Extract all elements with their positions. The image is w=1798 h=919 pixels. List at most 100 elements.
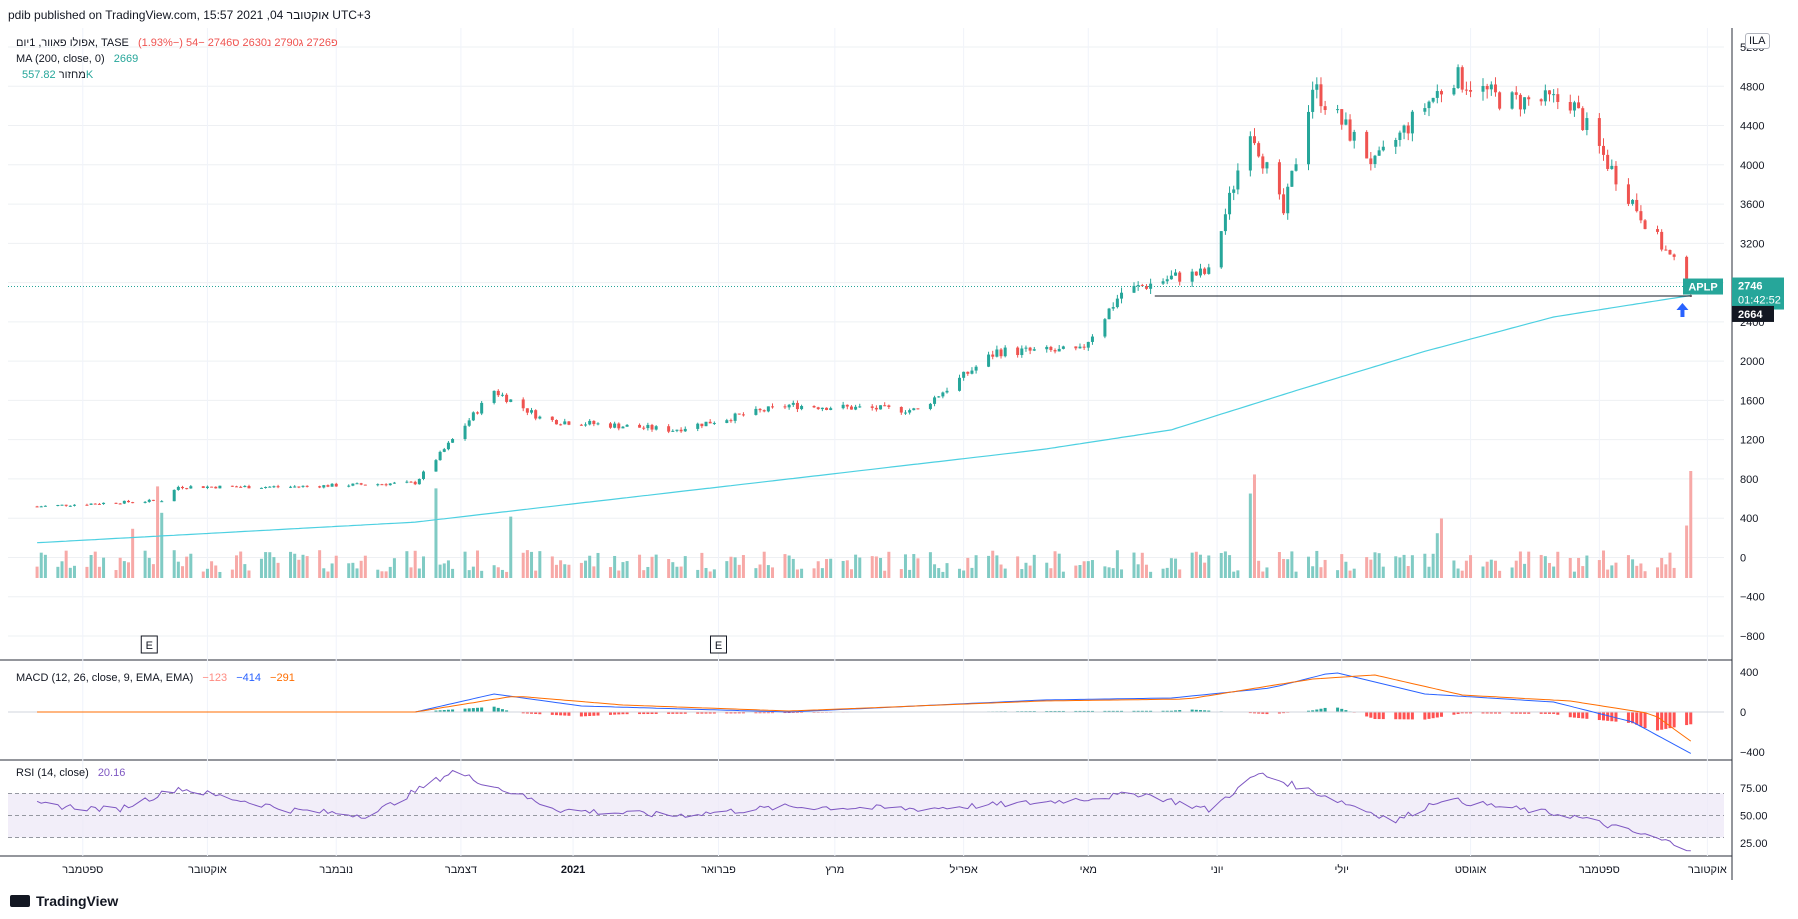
main-legend: אפולו פאוור, 1יום, TASE פ2726 ג2790 נ263… (16, 37, 338, 49)
macd-histogram-bar (1174, 710, 1178, 712)
volume-bar (1090, 560, 1094, 578)
candle-body (1352, 131, 1356, 141)
candle-body (1406, 125, 1410, 134)
candle-body (1577, 102, 1581, 109)
macd-histogram-bar (521, 712, 525, 714)
rsi-tick-label: 50.00 (1740, 811, 1768, 823)
macd-histogram-bar (725, 712, 729, 714)
candle-body (1336, 109, 1340, 111)
volume-bar (1115, 550, 1119, 578)
macd-histogram-bar (754, 712, 758, 714)
candle-body (35, 506, 39, 508)
volume-bar (1510, 567, 1514, 578)
candle-body (1581, 108, 1585, 130)
macd-histogram-bar (741, 712, 745, 714)
macd-histogram-bar (1572, 712, 1576, 718)
macd-histogram-bar (1323, 707, 1327, 712)
candle-body (1061, 346, 1065, 349)
candle-body (1539, 99, 1543, 102)
volume-bar (1577, 557, 1581, 578)
price-tick-label: 4400 (1740, 121, 1764, 133)
volume-bar (608, 567, 612, 578)
candle-body (60, 504, 64, 506)
candle-body (671, 430, 675, 432)
candle-body (289, 486, 293, 488)
volume-bar (247, 570, 251, 578)
candle-body (1248, 136, 1252, 171)
volume-bar (995, 555, 999, 578)
macd-histogram-bar (1423, 712, 1427, 720)
volume-bar (297, 559, 301, 578)
candle-body (825, 407, 829, 410)
candle-body (1194, 271, 1198, 276)
volume-bar (201, 571, 205, 578)
rsi-tick-label: 25.00 (1740, 838, 1768, 850)
candle-body (567, 421, 571, 425)
volume-bar (883, 570, 887, 578)
volume-bar (712, 569, 716, 578)
candle-body (1028, 347, 1032, 351)
volume-bar (991, 550, 995, 578)
macd-histogram-bar (642, 712, 646, 715)
candle-body (758, 408, 762, 411)
candle-body (1410, 111, 1414, 134)
candle-body (550, 416, 554, 421)
volume-bar (766, 565, 770, 578)
volume-bar (172, 550, 176, 578)
macd-histogram-bar (1660, 712, 1664, 730)
currency-badge[interactable]: ILA (1745, 33, 1770, 49)
candle-body (1132, 285, 1136, 293)
macd-histogram-bar (1431, 712, 1435, 719)
volume-bar (151, 564, 155, 578)
macd-legend: MACD (12, 26, close, 9, EMA, EMA) −123 −… (16, 672, 295, 684)
candle-body (39, 506, 43, 508)
macd-histogram-bar (758, 712, 762, 714)
macd-histogram-bar (505, 710, 509, 712)
macd-histogram-bar (762, 712, 766, 714)
volume-bar (966, 557, 970, 578)
volume-bar (293, 553, 297, 578)
candle-body (654, 426, 658, 430)
volume-value: 557.82K (22, 69, 94, 81)
volume-bar (1319, 567, 1323, 578)
volume-bar (1352, 568, 1356, 578)
candle-body (93, 503, 97, 505)
footer-brand[interactable]: TradingView (10, 893, 118, 909)
macd-histogram-bar (1257, 712, 1261, 714)
volume-bar (650, 556, 654, 578)
candle-body (509, 399, 513, 402)
time-axis-label: אוגוסט (1455, 864, 1487, 876)
candle-body (870, 406, 874, 408)
candle-body (741, 414, 745, 416)
earnings-marker (709, 635, 727, 654)
volume-bar (1568, 557, 1572, 578)
price-tick-label: 2000 (1740, 356, 1764, 368)
volume-bar (1340, 554, 1344, 578)
candle-body (476, 412, 480, 414)
volume-bar (1144, 564, 1148, 578)
macd-histogram-bar (1606, 712, 1610, 721)
volume-bar (870, 556, 874, 578)
volume-bar (1602, 550, 1606, 578)
macd-histogram-bar (1406, 712, 1410, 720)
volume-bar (1672, 567, 1676, 578)
macd-tick-label: −400 (1740, 747, 1765, 759)
candle-body (991, 354, 995, 357)
volume-bar (1656, 567, 1660, 578)
volume-bar (974, 555, 978, 578)
volume-bar (289, 551, 293, 578)
candle-body (1086, 341, 1090, 348)
candle-body (1174, 272, 1178, 276)
candle-body (795, 402, 799, 410)
volume-bar (1614, 562, 1618, 578)
candle-body (172, 489, 176, 502)
candle-body (762, 410, 766, 412)
volume-bar (1556, 551, 1560, 578)
candle-body (679, 429, 683, 432)
candle-body (181, 486, 185, 489)
macd-histogram-bar (1140, 710, 1144, 712)
volume-bar (476, 550, 480, 578)
candle-body (987, 354, 991, 367)
candle-body (438, 451, 442, 461)
